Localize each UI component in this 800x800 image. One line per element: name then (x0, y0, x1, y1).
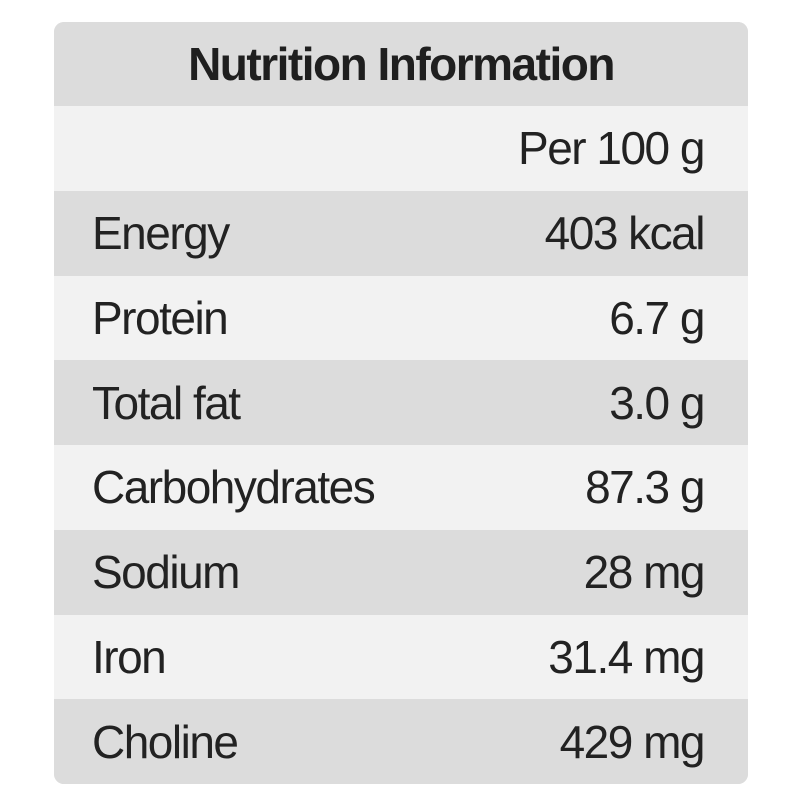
table-row-sodium: Sodium 28 mg (54, 529, 748, 615)
column-header-row: Per 100 g (54, 106, 748, 191)
nutrient-name: Total fat (92, 376, 241, 429)
nutrient-name: Carbohydrates (92, 461, 376, 514)
column-header-per-100g: Per 100 g (518, 122, 705, 175)
nutrient-value: 429 mg (559, 715, 706, 768)
nutrient-value: 3.0 g (609, 376, 705, 429)
table-row-carbohydrates: Carbohydrates 87.3 g (54, 445, 748, 530)
table-title: Nutrition Information (188, 38, 615, 90)
table-row-iron: Iron 31.4 mg (54, 614, 748, 700)
nutrient-name: Iron (92, 630, 167, 683)
nutrient-name: Protein (92, 291, 229, 344)
nutrition-table: Nutrition Information Per 100 g Energy 4… (54, 22, 748, 784)
table-title-row: Nutrition Information (54, 22, 748, 106)
table-row-protein: Protein 6.7 g (54, 275, 748, 361)
table-row-choline: Choline 429 mg (54, 699, 748, 784)
nutrient-value: 31.4 mg (548, 630, 705, 683)
nutrient-value: 6.7 g (609, 291, 705, 344)
nutrient-name: Choline (92, 715, 239, 768)
table-row-energy: Energy 403 kcal (54, 190, 748, 276)
nutrient-value: 403 kcal (544, 207, 706, 260)
nutrient-value: 87.3 g (585, 461, 705, 514)
nutrient-name: Energy (92, 207, 230, 260)
nutrient-value: 28 mg (583, 546, 706, 599)
nutrient-name: Sodium (92, 546, 240, 599)
table-row-total-fat: Total fat 3.0 g (54, 360, 748, 445)
